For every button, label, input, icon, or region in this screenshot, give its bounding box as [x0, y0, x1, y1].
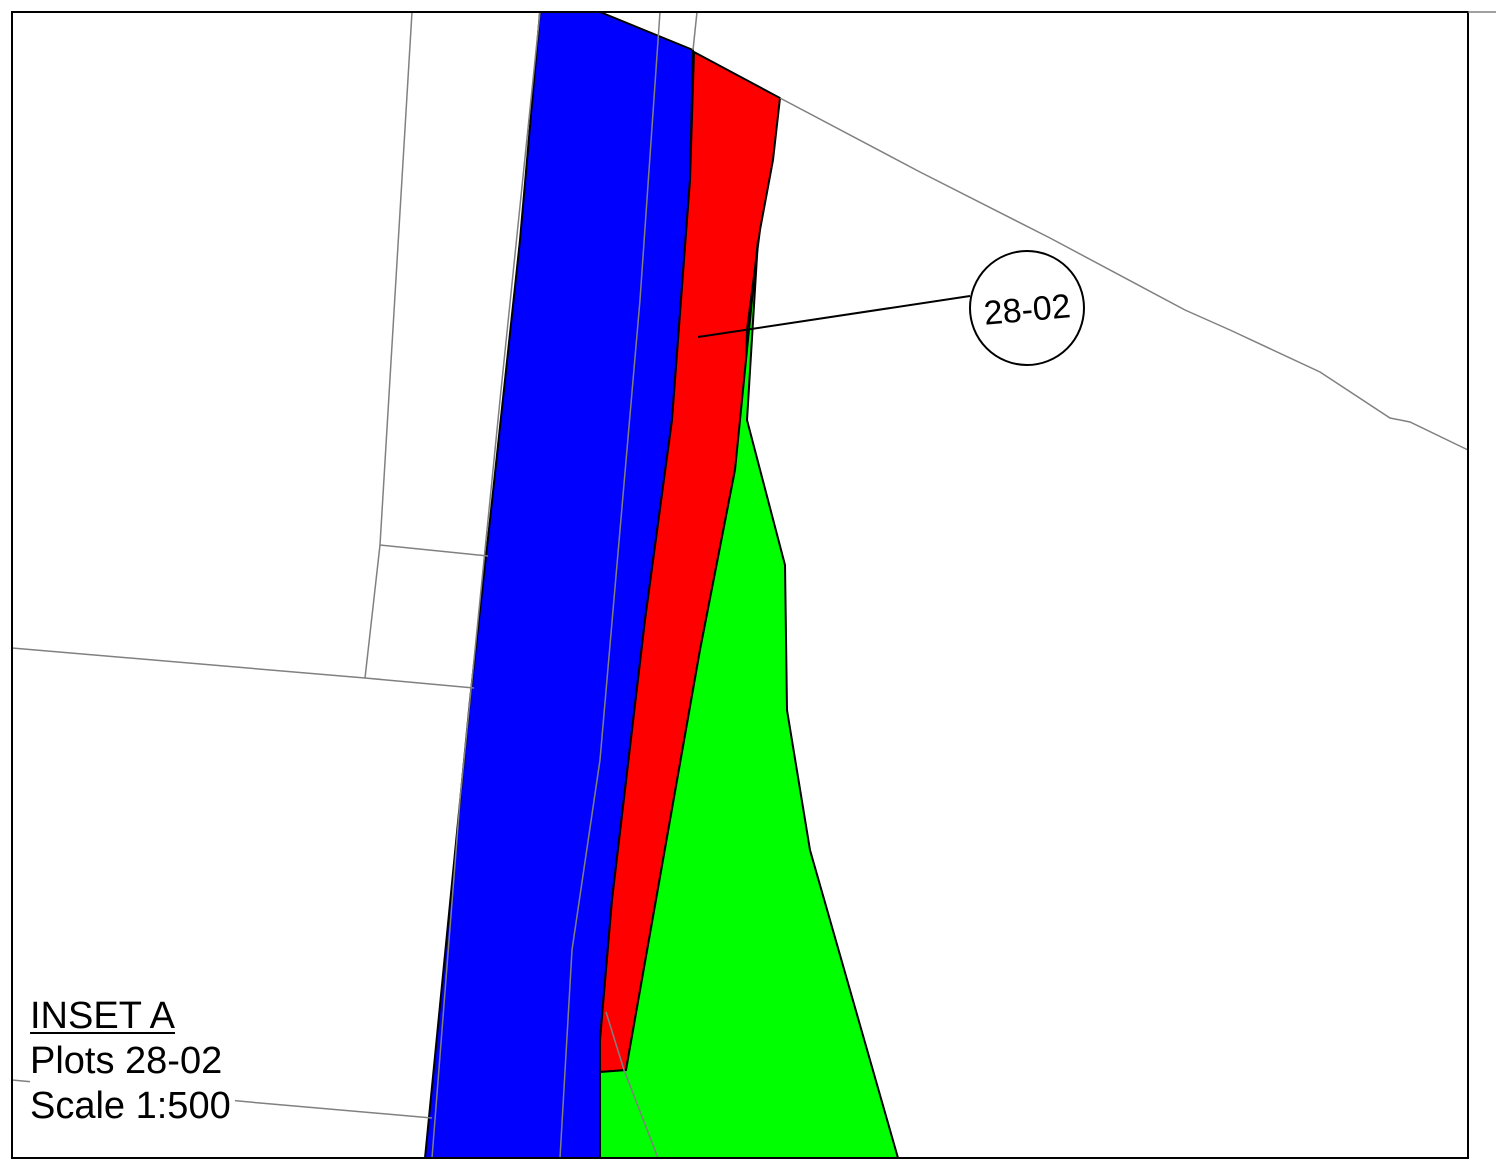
plot-id-label: 28-02 — [982, 287, 1072, 332]
boundary-line — [692, 11, 698, 51]
boundary-line — [11, 647, 475, 689]
callout-leader-line — [697, 295, 971, 338]
inset-plots-line: Plots 28-02 — [30, 1040, 223, 1082]
inset-label: INSET A Plots 28-02 Scale 1:500 — [30, 994, 235, 1129]
boundary-line — [431, 11, 541, 1159]
boundary-line — [605, 1011, 659, 1159]
boundary-line — [559, 11, 661, 1159]
callout-circle[interactable] — [969, 250, 1085, 366]
boundary-line — [779, 97, 1469, 451]
inset-title: INSET A — [30, 995, 176, 1037]
boundary-line — [364, 11, 413, 679]
cadastral-boundaries — [11, 11, 1469, 1159]
map-frame — [11, 11, 1469, 1159]
boundary-line — [379, 544, 489, 557]
inset-scale-line: Scale 1:500 — [30, 1085, 231, 1127]
